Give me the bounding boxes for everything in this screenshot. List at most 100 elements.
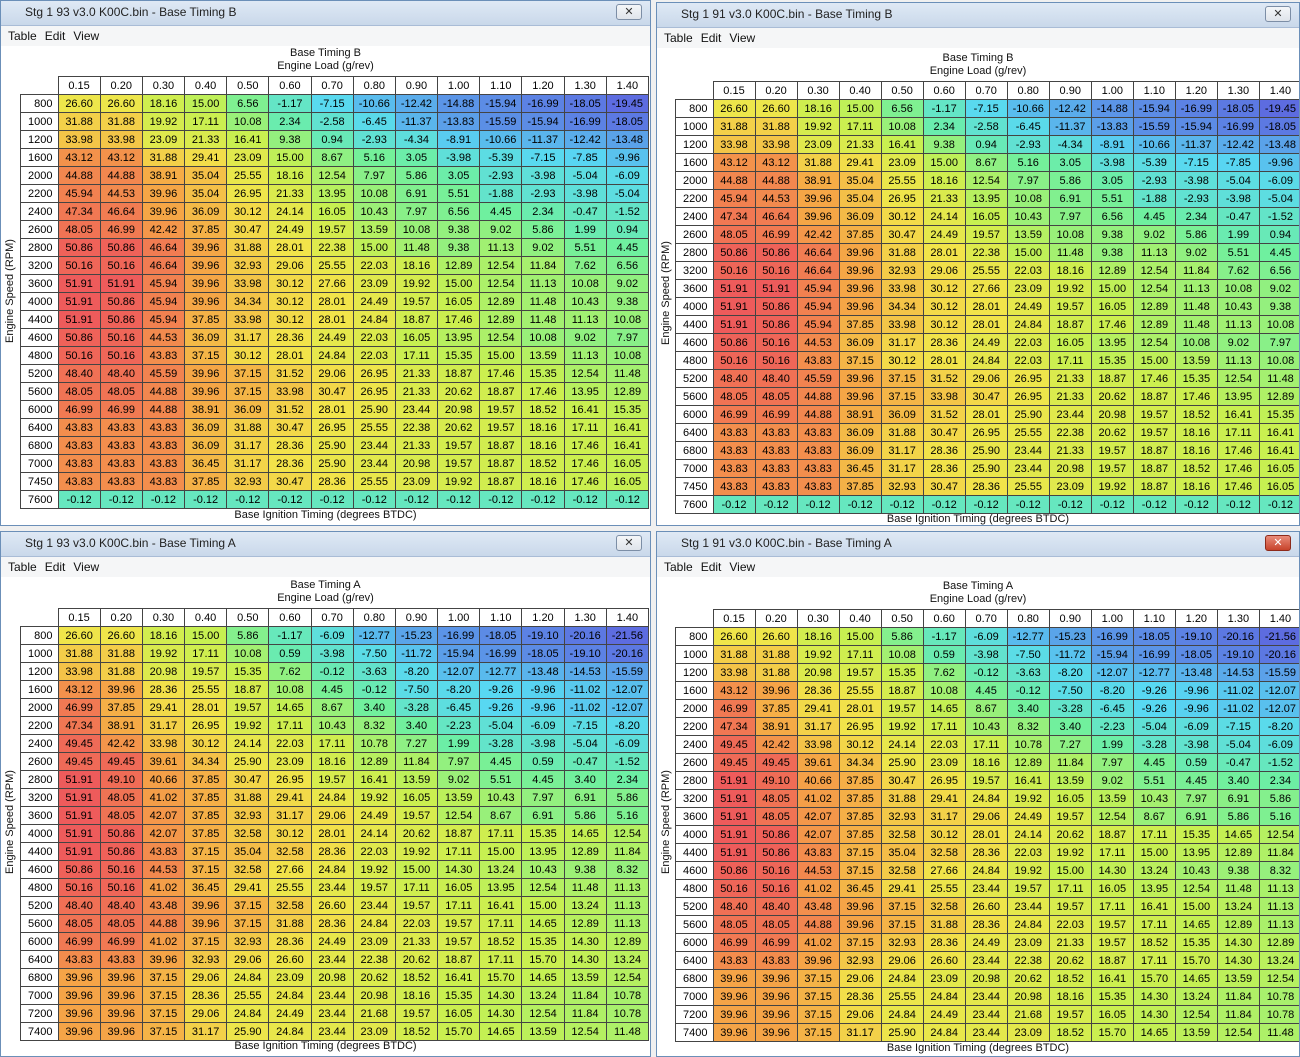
column-header[interactable]: 1.40 <box>1258 81 1299 100</box>
menu-edit[interactable]: Edit <box>44 29 66 43</box>
table-cell[interactable]: 22.38 <box>394 418 439 437</box>
table-cell[interactable]: 29.06 <box>310 364 354 383</box>
table-cell[interactable]: 3.40 <box>394 716 439 735</box>
table-cell[interactable]: -2.93 <box>1132 171 1176 190</box>
table-cell[interactable]: 26.60 <box>712 99 756 118</box>
table-cell[interactable]: 49.45 <box>57 752 101 771</box>
table-cell[interactable]: 39.96 <box>184 914 228 933</box>
table-cell[interactable]: 11.48 <box>521 310 565 329</box>
table-cell[interactable]: 19.57 <box>226 698 270 717</box>
table-cell[interactable]: 48.40 <box>57 364 101 383</box>
table-cell[interactable]: 15.35 <box>226 662 270 681</box>
table-cell[interactable]: 31.17 <box>141 716 186 735</box>
table-cell[interactable]: 16.05 <box>964 207 1008 226</box>
table-cell[interactable]: 48.40 <box>712 897 756 916</box>
table-cell[interactable]: 11.48 <box>563 878 607 897</box>
table-cell[interactable]: 21.68 <box>1006 1005 1050 1024</box>
row-header[interactable]: 3200 <box>20 788 59 807</box>
table-cell[interactable]: 24.84 <box>880 969 924 988</box>
table-cell[interactable]: 24.49 <box>268 220 312 239</box>
table-cell[interactable]: 31.88 <box>712 117 756 136</box>
table-cell[interactable]: 4.45 <box>605 238 650 257</box>
table-cell[interactable]: -1.88 <box>1132 189 1176 208</box>
table-cell[interactable]: 48.05 <box>754 789 798 808</box>
table-cell[interactable]: 51.91 <box>57 274 101 293</box>
table-cell[interactable]: 43.83 <box>796 423 840 442</box>
table-cell[interactable]: -12.77 <box>1132 663 1176 682</box>
table-cell[interactable]: 50.16 <box>57 256 101 275</box>
table-cell[interactable]: 44.88 <box>796 387 840 406</box>
column-header[interactable]: 0.50 <box>226 76 270 95</box>
column-header[interactable]: 0.60 <box>922 609 966 628</box>
row-header[interactable]: 7000 <box>20 454 59 473</box>
table-cell[interactable]: 23.09 <box>1006 1023 1050 1042</box>
table-cell[interactable]: 29.06 <box>838 969 882 988</box>
table-cell[interactable]: 11.48 <box>1216 879 1260 898</box>
column-header[interactable]: 1.10 <box>1132 609 1176 628</box>
table-cell[interactable]: 48.40 <box>99 896 143 915</box>
row-header[interactable]: 6400 <box>20 950 59 969</box>
table-cell[interactable]: 50.16 <box>712 261 756 280</box>
table-cell[interactable]: 25.55 <box>880 987 924 1006</box>
table-cell[interactable]: 39.96 <box>184 292 228 311</box>
table-cell[interactable]: 7.62 <box>563 256 607 275</box>
table-cell[interactable]: 5.16 <box>352 148 396 167</box>
table-cell[interactable]: 26.95 <box>268 770 312 789</box>
table-cell[interactable]: 28.01 <box>310 824 354 843</box>
table-cell[interactable]: 23.44 <box>1048 405 1092 424</box>
table-cell[interactable]: 38.91 <box>141 166 186 185</box>
table-cell[interactable]: -16.99 <box>1090 627 1134 646</box>
table-cell[interactable]: -0.12 <box>437 490 481 509</box>
table-cell[interactable]: 42.07 <box>796 807 840 826</box>
column-header[interactable]: 0.40 <box>184 76 228 95</box>
table-cell[interactable]: -0.12 <box>1090 495 1134 514</box>
table-cell[interactable]: 9.38 <box>1090 225 1134 244</box>
table-cell[interactable]: 22.03 <box>1006 333 1050 352</box>
table-cell[interactable]: 2.34 <box>922 117 966 136</box>
table-cell[interactable]: 30.47 <box>964 387 1008 406</box>
table-cell[interactable]: -10.66 <box>479 130 523 149</box>
table-cell[interactable]: 48.05 <box>754 387 798 406</box>
table-cell[interactable]: 18.16 <box>141 94 186 113</box>
table-cell[interactable]: -12.42 <box>563 130 607 149</box>
table-cell[interactable]: 12.89 <box>605 932 650 951</box>
table-cell[interactable]: 8.67 <box>479 806 523 825</box>
table-cell[interactable]: 39.96 <box>184 256 228 275</box>
table-cell[interactable]: -6.45 <box>437 698 481 717</box>
table-cell[interactable]: 43.83 <box>57 950 101 969</box>
table-cell[interactable]: 34.34 <box>880 297 924 316</box>
table-cell[interactable]: 28.36 <box>922 933 966 952</box>
table-cell[interactable]: 23.09 <box>352 274 396 293</box>
menu-edit[interactable]: Edit <box>44 560 66 574</box>
table-cell[interactable]: 39.96 <box>796 189 840 208</box>
table-cell[interactable]: -15.59 <box>1132 117 1176 136</box>
table-cell[interactable]: 25.90 <box>310 436 354 455</box>
table-cell[interactable]: 31.17 <box>226 454 270 473</box>
table-cell[interactable]: 12.89 <box>1258 387 1299 406</box>
table-cell[interactable]: 36.45 <box>184 454 228 473</box>
table-cell[interactable]: 17.46 <box>1216 459 1260 478</box>
table-cell[interactable]: 37.15 <box>184 932 228 951</box>
row-header[interactable]: 2200 <box>20 184 59 203</box>
table-cell[interactable]: 27.66 <box>922 861 966 880</box>
table-cell[interactable]: 39.96 <box>99 968 143 987</box>
table-cell[interactable]: 19.92 <box>352 860 396 879</box>
table-cell[interactable]: 8.67 <box>310 698 354 717</box>
table-cell[interactable]: -18.05 <box>563 94 607 113</box>
table-cell[interactable]: 44.53 <box>796 333 840 352</box>
table-cell[interactable]: 11.13 <box>1258 879 1299 898</box>
table-cell[interactable]: 6.91 <box>521 806 565 825</box>
row-header[interactable]: 4600 <box>675 861 714 880</box>
table-cell[interactable]: 43.48 <box>141 896 186 915</box>
table-cell[interactable]: 15.00 <box>1132 843 1176 862</box>
table-cell[interactable]: 19.92 <box>141 644 186 663</box>
table-cell[interactable]: 20.62 <box>352 968 396 987</box>
table-cell[interactable]: 37.15 <box>796 969 840 988</box>
table-cell[interactable]: 6.91 <box>563 788 607 807</box>
table-cell[interactable]: -0.12 <box>352 490 396 509</box>
table-cell[interactable]: 10.78 <box>1006 735 1050 754</box>
table-cell[interactable]: 37.15 <box>141 986 186 1005</box>
table-cell[interactable]: -0.12 <box>754 495 798 514</box>
table-cell[interactable]: 25.55 <box>226 986 270 1005</box>
table-cell[interactable]: 16.41 <box>1216 405 1260 424</box>
